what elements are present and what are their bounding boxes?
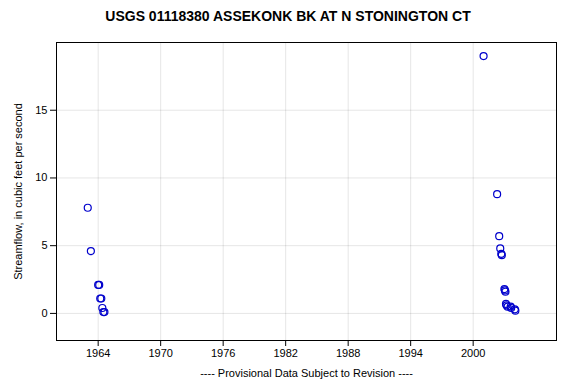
- svg-text:1976: 1976: [211, 347, 235, 359]
- svg-text:1982: 1982: [273, 347, 297, 359]
- svg-text:10: 10: [35, 171, 47, 183]
- svg-text:15: 15: [35, 104, 47, 116]
- svg-text:5: 5: [41, 239, 47, 251]
- svg-text:0: 0: [41, 307, 47, 319]
- html-text:USGS 01118380 ASSEKONK BK AT N: USGS 01118380 ASSEKONK BK AT N STONINGTO…: [105, 8, 471, 24]
- svg-text:1988: 1988: [336, 347, 360, 359]
- svg-text:2000: 2000: [461, 347, 485, 359]
- svg-text:Streamflow, in cubic feet per: Streamflow, in cubic feet per second: [12, 103, 24, 280]
- svg-text:1970: 1970: [148, 347, 172, 359]
- svg-text:1994: 1994: [398, 347, 422, 359]
- svg-text:---- Provisional Data Subject: ---- Provisional Data Subject to Revisio…: [200, 367, 413, 379]
- svg-text:1964: 1964: [86, 347, 110, 359]
